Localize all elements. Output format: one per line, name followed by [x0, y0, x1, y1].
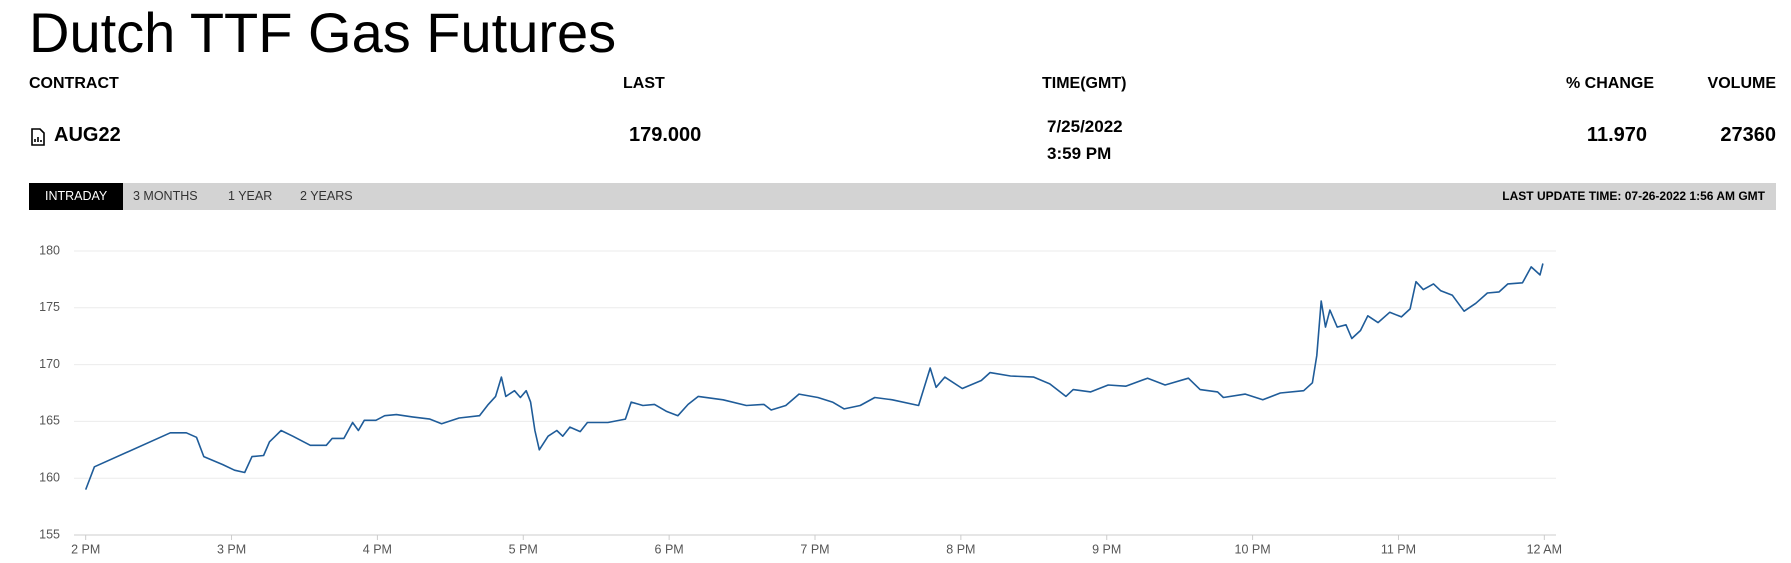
x-tick-label: 12 AM [1527, 542, 1562, 556]
column-header: % CHANGE [1565, 75, 1654, 92]
tab[interactable]: 2 YEARS [300, 189, 353, 203]
tab[interactable]: 1 YEAR [228, 189, 273, 203]
x-tick-label: 8 PM [946, 542, 975, 556]
x-tick-label: 11 PM [1381, 542, 1416, 556]
column-header: CONTRACT [29, 75, 119, 92]
last-price: 179.000 [629, 124, 702, 146]
y-tick-label: 180 [39, 243, 60, 257]
column-header: VOLUME [1707, 75, 1776, 92]
column-header: TIME(GMT) [1042, 75, 1127, 92]
x-tick-label: 2 PM [71, 542, 100, 556]
x-tick-label: 9 PM [1092, 542, 1121, 556]
tab[interactable]: 3 MONTHS [133, 189, 198, 203]
percent-change: 11.970 [1586, 124, 1647, 146]
x-tick-label: 10 PM [1235, 542, 1271, 556]
page-title: Dutch TTF Gas Futures [29, 1, 617, 64]
y-tick-label: 155 [39, 527, 60, 541]
x-tick-label: 5 PM [509, 542, 538, 556]
trade-date: 7/25/2022 [1047, 117, 1123, 136]
chart-icon[interactable] [30, 128, 46, 146]
x-tick-label: 7 PM [800, 542, 829, 556]
price-line [84, 263, 1544, 490]
tab[interactable]: INTRADAY [29, 183, 124, 210]
y-tick-label: 170 [39, 357, 60, 371]
volume: 27360 [1720, 124, 1776, 146]
last-update: LAST UPDATE TIME: 07-26-2022 1:56 AM GMT [1502, 189, 1765, 203]
trade-time: 3:59 PM [1047, 144, 1112, 163]
contract[interactable]: AUG22 [54, 124, 121, 146]
column-header: LAST [623, 75, 665, 92]
x-tick-label: 4 PM [363, 542, 392, 556]
y-tick-label: 160 [39, 470, 60, 484]
y-tick-label: 175 [39, 300, 60, 314]
y-tick-label: 165 [39, 414, 60, 428]
x-tick-label: 3 PM [217, 542, 246, 556]
x-tick-label: 6 PM [655, 542, 684, 556]
tab-bar: INTRADAY 3 MONTHS 1 YEAR 2 YEARS LAST UP… [29, 183, 1776, 210]
